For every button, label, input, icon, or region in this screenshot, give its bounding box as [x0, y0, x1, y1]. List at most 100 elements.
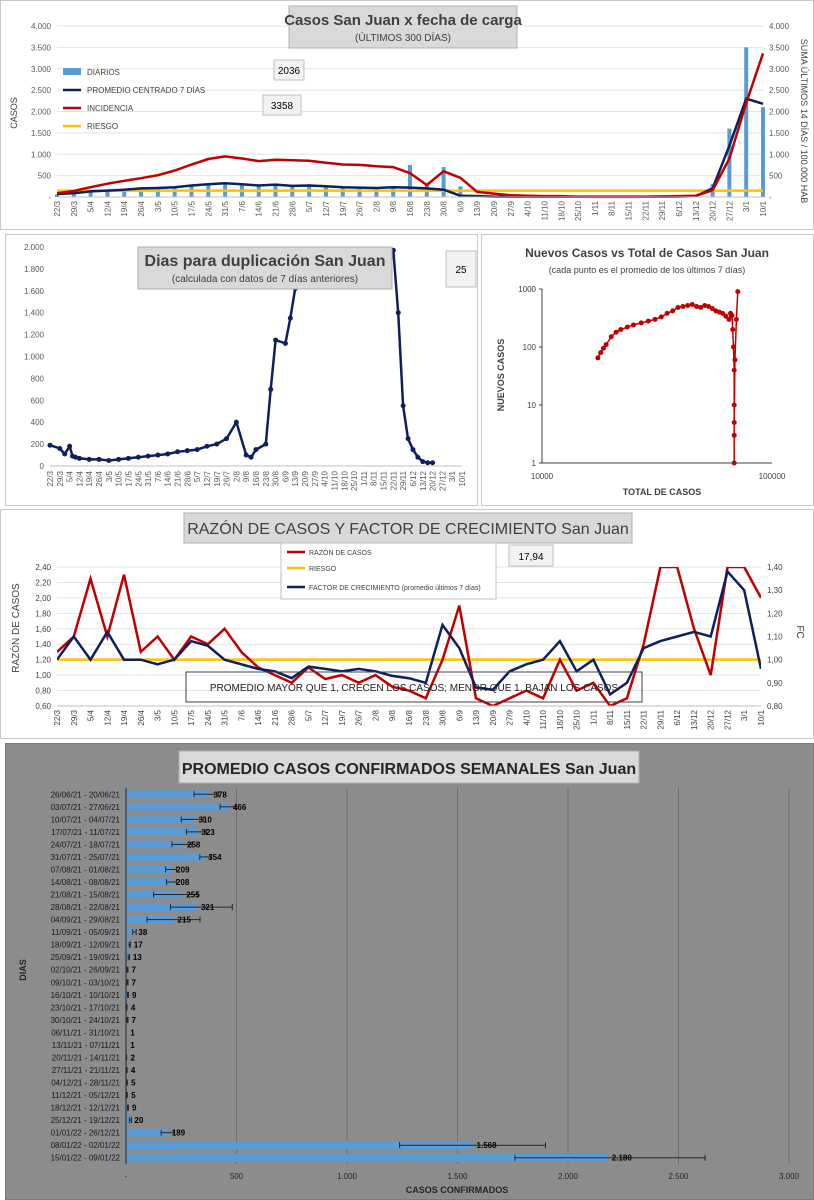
data-point [415, 454, 421, 460]
x-tick-label: 29/11 [399, 470, 408, 490]
x-tick-label: 26/7 [355, 709, 364, 725]
x-tick-label: 11/10 [330, 470, 339, 490]
y-tick-label: 01/01/22 - 26/12/21 [51, 1129, 121, 1138]
x-tick-label: 20/9 [301, 470, 310, 486]
y-axis-label: DIAS [18, 959, 28, 981]
data-label: 255 [186, 891, 200, 900]
y-tick-label: 06/11/21 - 31/10/21 [51, 1028, 120, 1037]
x-tick-label: 19/4 [85, 470, 94, 486]
x-tick-label: 16/8 [406, 200, 415, 216]
x-axis-label: CASOS CONFIRMADOS [406, 1185, 509, 1195]
x-tick-label: 10/1 [759, 200, 768, 216]
legend: DIARIOS PROMEDIO CENTRADO 7 DÍAS INCIDEN… [63, 68, 205, 131]
x-tick-label: 1/11 [360, 470, 369, 486]
data-point [145, 453, 151, 459]
data-point [689, 302, 695, 308]
bar [126, 903, 197, 911]
x-tick-label: 1.500 [447, 1172, 468, 1181]
legend-label-promedio: PROMEDIO CENTRADO 7 DÍAS [87, 86, 205, 95]
data-point [430, 460, 436, 466]
y-axis-label: RAZÓN DE CASOS [9, 583, 22, 673]
data-point [233, 419, 239, 425]
y2-tick-label: 1,40 [767, 563, 783, 572]
y2-axis-label: SUMA ÚLTIMOS 14 DÍAS / 100.000 HAB [799, 39, 809, 203]
x-tick-label: 3/1 [742, 200, 751, 212]
data-point [253, 447, 259, 453]
chart-title: Dias para duplicación San Juan [145, 253, 386, 270]
title-box [288, 5, 518, 49]
x-tick-label: 29/11 [658, 200, 667, 220]
x-tick-label: 23/8 [262, 470, 271, 486]
bar [126, 1153, 608, 1162]
x-tick-label: 30/8 [272, 470, 281, 486]
y-tick-label: 500 [38, 172, 52, 181]
x-tick-label: 11/10 [539, 709, 548, 729]
chart-ratio-growth-panel: 0,60 0,80 1,00 1,20 1,40 1,60 1,80 2,00 2,20 2,40… [0, 509, 814, 739]
x-tick-label: 2/8 [232, 470, 241, 482]
y2-tick-label: 1,10 [767, 633, 783, 642]
y-tick-label: 0 [40, 462, 45, 471]
data-label: 4 [131, 1066, 136, 1075]
data-point [263, 441, 269, 447]
data-point [675, 304, 681, 310]
data-point [96, 456, 102, 462]
bar-diarios [71, 193, 76, 197]
x-tick-label: 500 [230, 1172, 244, 1181]
x-tick-label: 31/5 [221, 709, 230, 725]
y-tick-label: 1000 [518, 285, 536, 294]
data-point [729, 312, 735, 318]
x-tick-label: 13/9 [473, 200, 482, 216]
data-point [86, 456, 92, 462]
x-tick-label: 12/4 [75, 470, 84, 486]
x-tick-label: 21/6 [271, 709, 280, 725]
x-tick-label: 18/10 [340, 470, 349, 491]
data-label: 7 [132, 1016, 137, 1025]
data-label: 13 [133, 953, 142, 962]
x-tick-label: 5/7 [305, 200, 314, 212]
data-point [706, 303, 712, 309]
y-tick-label: 17/07/21 - 11/07/21 [51, 828, 120, 837]
x-tick-label: 6/12 [673, 709, 682, 725]
data-point [273, 337, 279, 343]
x-tick-label: 26/4 [95, 470, 104, 486]
x-tick-label: 30/8 [440, 200, 449, 216]
y-tick-label: 1 [532, 459, 537, 468]
x-tick-label: 20/9 [490, 200, 499, 216]
y-tick-label: 09/10/21 - 03/10/21 [51, 978, 121, 987]
y-tick-label: 800 [31, 374, 45, 383]
y2-tick-label: 2.000 [769, 108, 790, 117]
data-label: 20 [134, 1116, 143, 1125]
x-tick-label: 13/12 [419, 470, 428, 491]
x-tick-label: 20/9 [489, 709, 498, 725]
data-label: 323 [201, 828, 215, 837]
chart-new-vs-total-panel: Nuevos Casos vs Total de Casos San Juan … [481, 234, 814, 506]
y-tick-label: 1,20 [35, 656, 51, 665]
y-tick-label: - [48, 193, 51, 202]
x-tick-label: 3/1 [740, 709, 749, 721]
chart-daily-cases-panel: - 500 1.000 1.500 2.000 2.500 3.000 3.500 4.000 -… [0, 0, 814, 230]
x-tick-label: 13/9 [472, 709, 481, 725]
data-point [733, 316, 739, 322]
series-line-fc [57, 569, 761, 697]
x-tick-label: 7/6 [154, 470, 163, 482]
bar [126, 878, 172, 886]
y-tick-label: 10 [527, 401, 536, 410]
y-tick-label: 2,20 [35, 578, 51, 587]
x-tick-label: 8/11 [606, 709, 615, 725]
y-tick-label: 25/12/21 - 19/12/21 [51, 1116, 121, 1125]
x-tick-label: 18/10 [556, 709, 565, 730]
y-tick-label: 3.000 [31, 65, 52, 74]
data-label: 2.180 [612, 1154, 633, 1163]
x-tick-label: 17/5 [187, 200, 196, 216]
y-axis-label: CASOS [9, 97, 19, 129]
data-point [73, 454, 79, 460]
bar-diarios [88, 191, 93, 197]
y-tick-label: 4.000 [31, 22, 52, 31]
y2-tick-label: 1,00 [767, 656, 783, 665]
y2-tick-label: 0,80 [767, 702, 783, 711]
y-tick-label: 27/11/21 - 21/11/21 [52, 1066, 121, 1075]
daily-cases-chart: - 500 1.000 1.500 2.000 2.500 3.000 3.500 4.000 -… [9, 5, 809, 221]
x-tick-label: 9/8 [388, 709, 397, 721]
y-tick-label: 23/10/21 - 17/10/21 [51, 1003, 121, 1012]
series-line [49, 288, 297, 462]
